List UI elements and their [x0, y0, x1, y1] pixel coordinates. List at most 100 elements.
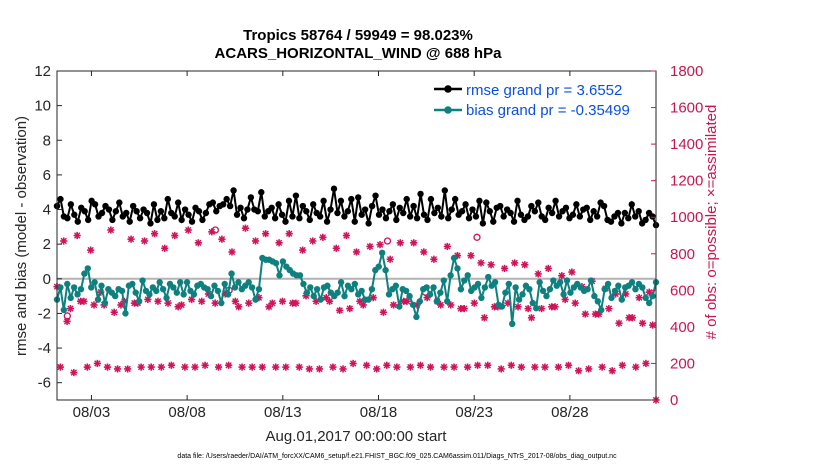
- bias-point: [515, 296, 523, 303]
- rmse-point: [510, 218, 518, 225]
- obs-assimilated-point: [531, 363, 539, 371]
- rmse-series: [53, 185, 660, 229]
- obs-marker-stroke: [67, 305, 74, 312]
- rmse-point: [323, 218, 331, 225]
- y-tick-label: 6: [43, 167, 51, 184]
- rmse-point: [351, 218, 358, 225]
- bias-point: [122, 310, 129, 317]
- obs-marker-stroke: [94, 360, 101, 367]
- bias-point: [74, 291, 81, 298]
- rmse-point: [600, 202, 608, 210]
- obs-assimilated-point: [214, 363, 223, 371]
- bias-point: [536, 279, 543, 286]
- rmse-point: [334, 209, 341, 217]
- obs-assimilated-point: [154, 297, 162, 305]
- obs-marker-stroke: [474, 362, 481, 369]
- obs-assimilated-point: [362, 361, 371, 369]
- obs-marker-stroke: [286, 230, 293, 237]
- obs-assimilated-point: [309, 237, 317, 245]
- rmse-point: [292, 192, 300, 199]
- rmse-point: [129, 202, 137, 210]
- obs-marker-stroke: [639, 320, 646, 327]
- rmse-point: [490, 218, 497, 225]
- bias-point: [546, 285, 554, 293]
- bias-point: [57, 284, 64, 291]
- obs-marker-stroke: [568, 268, 576, 276]
- obs-marker-stroke: [541, 363, 549, 371]
- bias-point: [177, 279, 184, 286]
- bias-point: [135, 298, 143, 305]
- obs-marker-stroke: [471, 299, 478, 307]
- obs-assimilated-point: [201, 361, 209, 369]
- obs-assimilated-point: [231, 297, 239, 305]
- obs-assimilated-point: [386, 255, 394, 263]
- obs-marker-stroke: [346, 305, 353, 312]
- obs-marker-stroke: [558, 272, 565, 279]
- obs-assimilated-point: [113, 365, 122, 373]
- bias-point: [313, 285, 321, 293]
- rmse-point: [358, 211, 365, 218]
- obs-assimilated-point: [60, 237, 68, 245]
- rmse-point: [275, 201, 282, 208]
- obs-marker-stroke: [430, 256, 438, 263]
- rmse-point: [147, 220, 154, 227]
- obs-marker-stroke: [619, 362, 626, 369]
- obs-marker-stroke: [114, 365, 121, 373]
- obs-marker-stroke: [487, 261, 495, 268]
- obs-assimilated-point: [56, 363, 64, 371]
- bias-point: [413, 313, 420, 321]
- obs-marker-stroke: [178, 301, 185, 309]
- rmse-point: [451, 195, 459, 203]
- obs-assimilated-point: [359, 301, 367, 309]
- rmse-point: [375, 211, 383, 218]
- bias-point: [509, 320, 516, 328]
- obs-assimilated-point: [295, 363, 303, 371]
- obs-assimilated-point: [551, 303, 559, 311]
- plot-background: [57, 71, 656, 400]
- bias-point: [601, 285, 608, 293]
- rmse-point: [389, 201, 397, 208]
- bias-point: [91, 279, 98, 286]
- rmse-point: [341, 213, 348, 220]
- obs-assimilated-point: [480, 314, 488, 322]
- x-tick-label: 08/13: [264, 404, 302, 421]
- rmse-point: [278, 211, 286, 218]
- rmse-point: [476, 197, 483, 205]
- rmse-point: [306, 216, 313, 224]
- bias-point: [60, 306, 68, 314]
- obs-marker-stroke: [440, 363, 448, 371]
- bias-point: [88, 284, 95, 291]
- obs-marker-stroke: [232, 298, 239, 305]
- obs-assimilated-point: [558, 272, 566, 280]
- obs-marker-stroke: [444, 243, 451, 250]
- rmse-point: [330, 185, 338, 192]
- obs-assimilated-point: [393, 363, 401, 371]
- rmse-point: [542, 216, 549, 224]
- obs-assimilated-point: [524, 305, 532, 313]
- y-axis-left: 12 10 8 6 4 2 0 -2 -4 -6: [34, 63, 62, 392]
- obs-assimilated-point: [127, 235, 135, 243]
- y-tick-label: 4: [43, 202, 51, 219]
- rmse-point: [67, 201, 75, 208]
- bias-point: [146, 291, 153, 298]
- rmse-point: [382, 214, 390, 222]
- rmse-point: [344, 208, 352, 215]
- obs-assimilated-point: [198, 297, 206, 305]
- obs-marker-stroke: [198, 298, 205, 305]
- obs-assimilated-point: [342, 231, 351, 240]
- bias-point: [498, 303, 506, 310]
- obs-assimilated-point: [430, 255, 438, 263]
- rmse-point: [143, 209, 151, 217]
- bias-point: [190, 291, 198, 298]
- bias-point: [591, 292, 598, 300]
- bias-point: [618, 296, 625, 303]
- obs-assimilated-point: [80, 297, 88, 305]
- obs-marker-stroke: [635, 294, 643, 301]
- bias-point: [341, 292, 348, 300]
- obs-assimilated-point: [315, 365, 324, 373]
- bias-point: [406, 292, 413, 300]
- rmse-point: [420, 211, 428, 218]
- rmse-point: [496, 202, 504, 210]
- legend-entry-rmse: rmse grand pr = 3.6552: [434, 82, 622, 99]
